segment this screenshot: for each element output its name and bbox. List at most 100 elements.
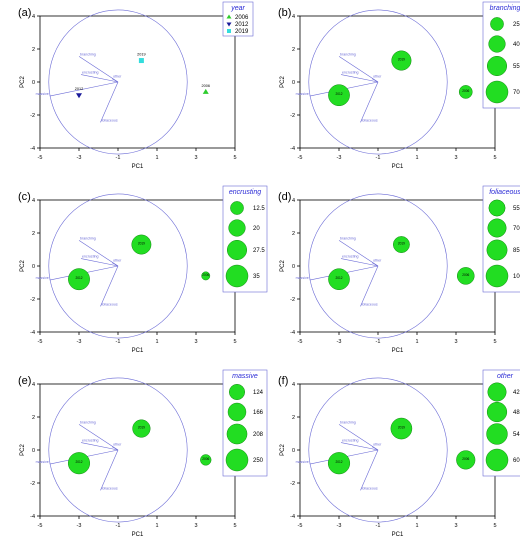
point-label-2019: 2019 (137, 53, 145, 57)
legend-value-1: 48 (513, 410, 520, 416)
legend: other 42 48 54 60 (482, 369, 520, 477)
legend-marker-2006 (226, 14, 232, 19)
loading-vector-other (372, 78, 379, 83)
x-tick-label: 5 (233, 155, 236, 161)
y-tick-label: 0 (32, 264, 35, 270)
correlation-circle (308, 377, 448, 523)
x-tick-label: -3 (77, 523, 82, 529)
bubble-label-2019: 2019 (138, 242, 145, 246)
legend-value-2: 54 (513, 432, 520, 438)
loading-vector-foliaceous (100, 81, 119, 123)
panel-a: (a) -5 -3 -1 1 3 5 4 2 0 -2 -4 PC1 PC2 branching encrus… (18, 1, 254, 170)
legend-title: branching (490, 5, 520, 12)
legend-bubble-1 (488, 35, 506, 53)
vector-label-branching: branching (340, 420, 356, 424)
loading-vector-encrusting (340, 74, 379, 83)
bubble-2006 (456, 267, 475, 285)
legend-title: foliaceous (489, 189, 520, 196)
y-tick-label: -4 (290, 514, 295, 520)
bubble-label-2006: 2006 (462, 457, 469, 461)
panel-label: (b) (278, 7, 291, 19)
bubble-2012 (68, 268, 90, 291)
legend-value-0: 12.5 (253, 206, 265, 212)
vector-label-branching: branching (340, 52, 356, 56)
legend-bubble-3 (485, 80, 509, 104)
vector-label-other: other (113, 75, 122, 79)
legend: massive 124 166 208 250 (222, 369, 268, 477)
legend-value-3: 100 (513, 274, 520, 280)
loading-vector-other (112, 262, 119, 267)
x-tick-label: -3 (337, 523, 342, 529)
legend-bubble-0 (488, 199, 506, 217)
vector-label-foliaceous: foliaceous (361, 486, 377, 490)
x-tick-label: 1 (415, 523, 418, 529)
x-tick-label: 5 (493, 339, 496, 345)
legend-bubble-1 (486, 401, 508, 423)
x-tick-label: 5 (233, 523, 236, 529)
legend: foliaceous 55 70 85 100 (482, 185, 520, 293)
bubble-2012 (328, 268, 350, 291)
vector-label-foliaceous: foliaceous (361, 118, 377, 122)
legend-bubble-3 (485, 264, 509, 288)
x-tick-label: -1 (376, 523, 381, 529)
x-axis-label: PC1 (392, 348, 404, 354)
bubble-label-2019: 2019 (398, 426, 405, 430)
x-tick-label: -5 (298, 155, 303, 161)
x-tick-label: 3 (454, 523, 457, 529)
loading-vector-branching (78, 424, 119, 451)
x-tick-label: -1 (116, 339, 121, 345)
legend-title: other (497, 373, 514, 380)
x-tick-label: -5 (298, 523, 303, 529)
legend-title: massive (232, 373, 258, 380)
bubble-label-2019: 2019 (138, 426, 145, 430)
legend-value-0: 42 (513, 390, 520, 396)
y-tick-label: 2 (32, 231, 35, 237)
loading-vector-foliaceous (360, 449, 379, 491)
legend-value-1: 40 (513, 42, 520, 48)
loading-vector-branching (338, 240, 379, 267)
vector-label-massive: massive (36, 460, 49, 464)
bubble-label-2019: 2019 (398, 58, 405, 62)
legend-value-1: 166 (253, 410, 264, 416)
loading-vector-branching (338, 424, 379, 451)
legend-bubble-1 (487, 218, 507, 238)
correlation-circle (48, 377, 188, 523)
bubble-2019 (390, 417, 413, 440)
correlation-circle (48, 193, 188, 339)
vector-label-branching: branching (340, 236, 356, 240)
vector-label-massive: massive (36, 92, 49, 96)
y-axis-label: PC2 (20, 76, 26, 88)
loading-vector-other (372, 262, 379, 267)
bubble-label-2006: 2006 (202, 273, 209, 277)
bubble-label-2012: 2012 (335, 276, 342, 280)
vector-label-foliaceous: foliaceous (101, 486, 117, 490)
y-tick-label: 0 (32, 80, 35, 86)
y-tick-label: 0 (32, 448, 35, 454)
legend-marker-2012 (226, 22, 232, 27)
x-axis-label: PC1 (392, 164, 404, 170)
x-tick-label: 5 (493, 155, 496, 161)
y-tick-label: 0 (292, 80, 295, 86)
legend-bubble-3 (225, 264, 249, 288)
legend-value-0: 55 (513, 206, 520, 212)
x-tick-label: -5 (38, 339, 43, 345)
loading-vector-other (372, 446, 379, 451)
vector-label-foliaceous: foliaceous (101, 302, 117, 306)
bubble-2012 (328, 84, 350, 107)
y-tick-label: 2 (292, 231, 295, 237)
x-tick-label: 1 (415, 155, 418, 161)
vector-label-encrusting: encrusting (82, 255, 99, 259)
bubble-label-2006: 2006 (462, 89, 469, 93)
y-tick-label: -4 (30, 146, 35, 152)
x-tick-label: 3 (454, 155, 457, 161)
bubble-2012 (67, 452, 91, 475)
y-tick-label: 0 (292, 264, 295, 270)
legend-bubble-1 (228, 219, 246, 237)
loading-vector-encrusting (80, 258, 119, 267)
bubble-2019 (131, 234, 152, 255)
legend-title: encrusting (229, 189, 261, 196)
legend-label-2006: 2006 (235, 15, 249, 21)
x-tick-label: -5 (38, 155, 43, 161)
bubble-label-2019: 2019 (398, 242, 405, 246)
bubble-2006 (458, 85, 473, 99)
